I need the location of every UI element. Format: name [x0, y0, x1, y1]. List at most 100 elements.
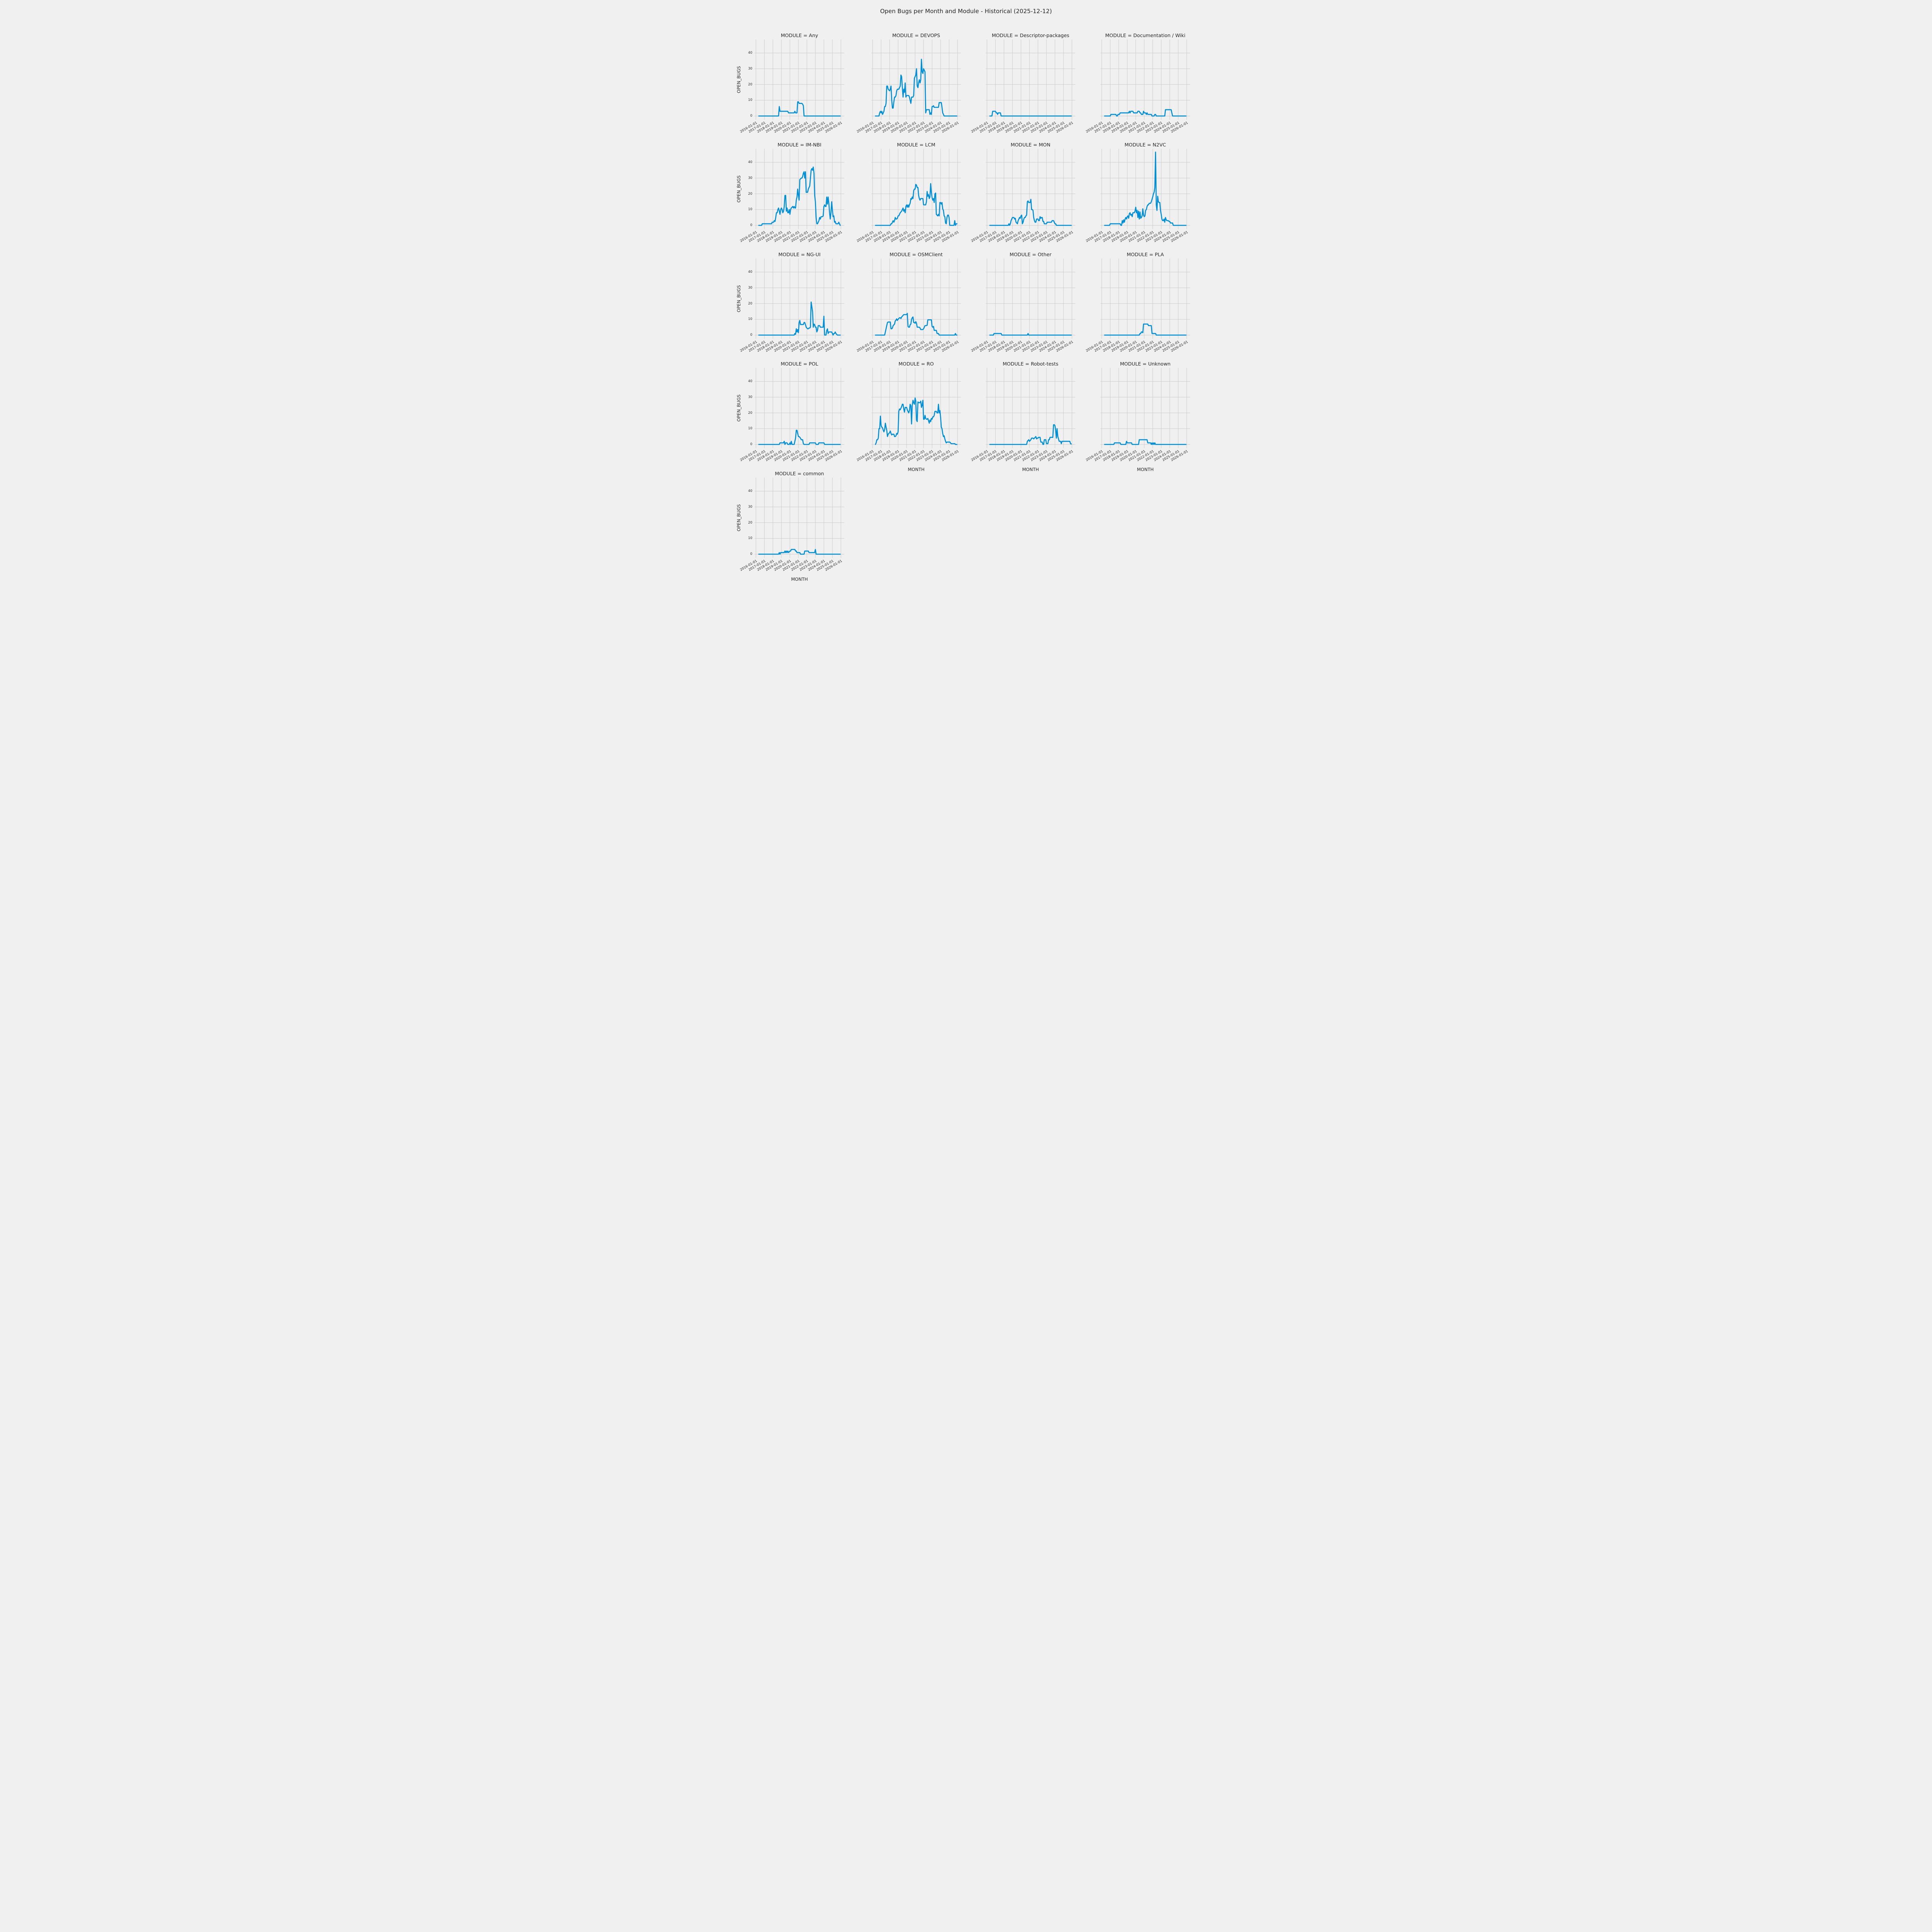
y-tick-label: 40 [748, 489, 752, 493]
facet: MODULE = OSMClient 2016-01-01 2017-01-01 2… [856, 252, 961, 353]
facet: MODULE = Descriptor-packages 2016-01-01 2… [971, 32, 1075, 134]
y-tick-label: 10 [748, 427, 752, 431]
series-line-Any [758, 101, 841, 117]
facet-title: MODULE = N2VC [1124, 142, 1166, 148]
y-axis-label: OPEN_BUGS [736, 285, 742, 313]
facet: MODULE = DEVOPS 2016-01-01 2017-01-01 2018… [856, 32, 961, 134]
y-tick-label: 10 [748, 536, 752, 541]
facet-plot [986, 259, 1075, 339]
facet: MODULE = N2VC 2016-01-01 2017-01-01 2018-0… [1085, 142, 1190, 243]
y-tick-label: 20 [748, 301, 752, 306]
facet: MODULE = Documentation / Wiki 2016-01-01… [1085, 32, 1190, 134]
facet-plot [755, 149, 844, 229]
y-tick-label: 0 [750, 223, 752, 228]
series-line-Unknown [1104, 439, 1187, 445]
series-line-MON [989, 199, 1072, 226]
series-line-LCM [875, 183, 957, 226]
y-tick-label: 40 [748, 160, 752, 165]
facet-plot [871, 149, 961, 229]
facet: MODULE = RO MONTH 2016-01-01 2017-01-01 20… [856, 361, 961, 472]
y-tick-label: 40 [748, 270, 752, 274]
facet-title: MODULE = PLA [1126, 252, 1164, 257]
facet: MODULE = Other 2016-01-01 2017-01-01 2018-… [971, 252, 1075, 353]
y-axis-label: OPEN_BUGS [736, 66, 742, 94]
series-line-N2VC [1104, 151, 1187, 226]
facet: MODULE = common OPEN_BUGS MONTH 2016-01-… [736, 471, 844, 582]
facet-plot [871, 259, 961, 339]
facet-plot [755, 39, 844, 120]
series-line-common [758, 549, 841, 555]
facet: MODULE = POL OPEN_BUGS 2016-01-01 2017-01… [736, 361, 844, 462]
facet: MODULE = Unknown MONTH 2016-01-01 2017-01… [1085, 361, 1190, 472]
facet-plot [986, 149, 1075, 229]
y-tick-label: 30 [748, 286, 752, 290]
y-tick-label: 40 [748, 51, 752, 55]
y-axis-label: OPEN_BUGS [736, 175, 742, 203]
y-tick-label: 30 [748, 505, 752, 509]
y-tick-label: 30 [748, 395, 752, 399]
facet: MODULE = IM-NBI OPEN_BUGS 2016-01-01 2017… [736, 142, 844, 243]
series-line-NG-UI [758, 301, 841, 336]
facet-plot [755, 478, 844, 558]
facet-title: MODULE = OSMClient [889, 252, 943, 257]
facet-title: MODULE = Descriptor-packages [992, 32, 1070, 38]
y-tick-label: 20 [748, 411, 752, 415]
facet-plot [755, 259, 844, 339]
y-tick-label: 0 [750, 552, 752, 556]
figure-title: Open Bugs per Month and Module - Histori… [880, 8, 1052, 15]
facet-plot [1100, 149, 1190, 229]
series-line-DEVOPS [875, 59, 957, 117]
y-tick-label: 20 [748, 192, 752, 196]
facet-title: MODULE = IM-NBI [777, 142, 821, 148]
x-axis-label: MONTH [791, 577, 808, 582]
figure: Open Bugs per Month and Module - Histori… [734, 0, 1198, 583]
facet: MODULE = MON 2016-01-01 2017-01-01 2018-01… [971, 142, 1075, 243]
facet-title: MODULE = DEVOPS [892, 32, 940, 38]
series-line-OSMClient [875, 313, 957, 336]
facet-plot [871, 368, 961, 448]
y-axis-label: OPEN_BUGS [736, 394, 742, 422]
facet-title: MODULE = Other [1009, 252, 1052, 257]
facet-title: MODULE = MON [1010, 142, 1051, 148]
facet-title: MODULE = LCM [897, 142, 935, 148]
facet-title: MODULE = Unknown [1120, 361, 1171, 367]
y-axis-label: OPEN_BUGS [736, 504, 742, 532]
y-tick-label: 0 [750, 114, 752, 118]
x-axis-label: MONTH [1137, 467, 1154, 472]
facet-title: MODULE = RO [898, 361, 934, 367]
series-line-POL [758, 430, 841, 445]
facet-title: MODULE = Robot-tests [1003, 361, 1058, 367]
facet-title: MODULE = POL [781, 361, 818, 367]
facet-plot [986, 39, 1075, 120]
facet: MODULE = Robot-tests MONTH 2016-01-01 201… [971, 361, 1075, 472]
facet-plot [871, 39, 961, 120]
facet: MODULE = PLA 2016-01-01 2017-01-01 2018-01… [1085, 252, 1190, 353]
x-axis-label: MONTH [908, 467, 925, 472]
y-tick-label: 10 [748, 317, 752, 321]
facet-plot [755, 368, 844, 448]
y-tick-label: 40 [748, 379, 752, 384]
y-tick-label: 20 [748, 82, 752, 87]
series-line-Descriptor-packages [989, 111, 1072, 117]
y-tick-label: 0 [750, 442, 752, 447]
y-tick-label: 10 [748, 207, 752, 212]
y-tick-label: 0 [750, 333, 752, 337]
facet: MODULE = LCM 2016-01-01 2017-01-01 2018-01… [856, 142, 961, 243]
facet-plot [1100, 368, 1190, 448]
series-line-RO [875, 397, 957, 445]
series-line-PLA [1104, 323, 1187, 336]
facet-title: MODULE = common [775, 471, 824, 476]
series-line-Other [989, 333, 1072, 336]
facet-plot [1100, 259, 1190, 339]
facet: MODULE = NG-UI OPEN_BUGS 2016-01-01 2017-… [736, 252, 844, 353]
x-axis-label: MONTH [1022, 467, 1039, 472]
series-line-Robot-tests [989, 424, 1072, 445]
facet-title: MODULE = Any [781, 32, 818, 38]
series-line-Documentation / Wiki [1104, 109, 1187, 117]
facet-plot [1100, 39, 1190, 120]
facet: MODULE = Any OPEN_BUGS 2016-01-01 2017-01… [736, 32, 844, 134]
series-line-IM-NBI [758, 166, 841, 226]
facet-title: MODULE = Documentation / Wiki [1105, 32, 1185, 38]
facet-title: MODULE = NG-UI [778, 252, 821, 257]
y-tick-label: 10 [748, 98, 752, 102]
